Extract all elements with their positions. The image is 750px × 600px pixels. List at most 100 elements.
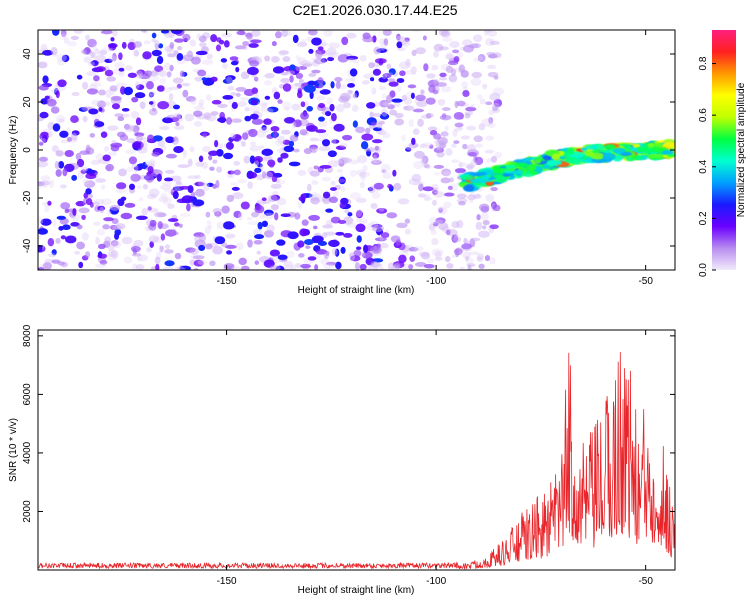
- heatmap-cell: [289, 75, 294, 83]
- heatmap-cell: [208, 150, 220, 156]
- heatmap-cell: [470, 159, 477, 167]
- heatmap-cell: [430, 229, 437, 236]
- heatmap-cell: [485, 194, 495, 202]
- heatmap-cell: [264, 171, 273, 180]
- heatmap-cell: [292, 121, 297, 129]
- heatmap-cell: [441, 85, 452, 93]
- heatmap-cell: [231, 186, 240, 191]
- heatmap-cell: [325, 208, 334, 213]
- heatmap-cell: [344, 209, 350, 214]
- heatmap-cell: [435, 82, 447, 87]
- heatmap-cell: [179, 213, 191, 217]
- heatmap-cell: [343, 101, 351, 109]
- heatmap-cells: [38, 30, 675, 270]
- heatmap-cell: [408, 119, 414, 128]
- heatmap-cell: [306, 183, 312, 192]
- heatmap-cell: [86, 70, 97, 77]
- heatmap-cell: [384, 72, 394, 78]
- heatmap-cell: [215, 44, 222, 52]
- heatmap-cell: [456, 220, 464, 229]
- heatmap-cell: [103, 145, 110, 152]
- heatmap-cell: [42, 261, 52, 270]
- heatmap-cell: [346, 32, 357, 39]
- heatmap-cell: [212, 159, 218, 164]
- heatmap-cell: [423, 63, 429, 72]
- heatmap-cell: [380, 42, 386, 51]
- heatmap-cell: [201, 161, 209, 169]
- heatmap-cell: [130, 111, 140, 119]
- heatmap-cell: [199, 42, 207, 47]
- heatmap-cell: [490, 187, 498, 192]
- heatmap-cell: [340, 246, 346, 254]
- heatmap-cell: [355, 210, 364, 219]
- heatmap-cell: [311, 69, 321, 74]
- heatmap-cell: [270, 183, 282, 189]
- y-tick-label: 8000: [22, 324, 33, 347]
- heatmap-cell: [359, 263, 367, 270]
- heatmap-cell: [429, 144, 434, 149]
- heatmap-cell: [303, 238, 314, 246]
- heatmap-cell: [92, 201, 100, 206]
- heatmap-cell: [315, 129, 327, 134]
- heatmap-cell: [347, 212, 353, 217]
- heatmap-cell: [315, 50, 323, 59]
- heatmap-cell: [462, 89, 470, 97]
- heatmap-cell: [283, 264, 294, 270]
- heatmap-cell: [205, 211, 211, 218]
- heatmap-cell: [170, 175, 182, 182]
- heatmap-cell: [476, 256, 484, 262]
- heatmap-cell: [403, 105, 415, 111]
- heatmap-cell: [271, 41, 277, 47]
- signal-cell: [652, 146, 667, 152]
- heatmap-cell: [128, 183, 136, 190]
- heatmap-cell: [42, 49, 54, 56]
- heatmap-cell: [274, 212, 279, 221]
- heatmap-cell: [173, 145, 184, 154]
- heatmap-cell: [386, 212, 398, 219]
- heatmap-cell: [107, 250, 117, 258]
- heatmap-cell: [436, 151, 445, 158]
- spectrogram-x-label: Height of straight line (km): [298, 285, 415, 296]
- heatmap-cell: [57, 118, 65, 123]
- heatmap-cell: [327, 160, 340, 168]
- heatmap-cell: [371, 87, 377, 95]
- heatmap-cell: [76, 241, 86, 250]
- heatmap-cell: [288, 161, 301, 167]
- heatmap-cell: [182, 89, 189, 98]
- heatmap-cell: [240, 71, 250, 80]
- heatmap-cell: [87, 193, 94, 199]
- heatmap-cell: [259, 212, 265, 220]
- heatmap-cell: [244, 107, 250, 112]
- heatmap-cell: [477, 230, 490, 238]
- heatmap-cell: [242, 41, 249, 47]
- heatmap-cell: [139, 101, 146, 110]
- heatmap-cell: [330, 81, 335, 89]
- heatmap-cell: [484, 149, 495, 154]
- heatmap-cell: [248, 43, 259, 48]
- heatmap-cell: [38, 182, 42, 190]
- heatmap-cell: [148, 235, 160, 243]
- heatmap-cell: [471, 71, 483, 79]
- heatmap-cell: [162, 181, 173, 186]
- heatmap-cell: [131, 263, 139, 270]
- heatmap-cell: [230, 118, 242, 123]
- heatmap-cell: [75, 152, 82, 161]
- heatmap-cell: [146, 81, 154, 90]
- heatmap-cell: [462, 251, 472, 259]
- heatmap-cell: [492, 204, 501, 212]
- heatmap-cell: [422, 193, 431, 198]
- heatmap-cell: [238, 212, 243, 221]
- heatmap-cell: [287, 231, 299, 240]
- heatmap-cell: [341, 134, 353, 141]
- heatmap-cell: [142, 51, 152, 60]
- heatmap-cell: [351, 75, 356, 84]
- heatmap-cell: [404, 37, 410, 42]
- heatmap-cell: [372, 154, 378, 164]
- heatmap-cell: [226, 194, 235, 203]
- x-tick-label: -100: [426, 276, 446, 287]
- heatmap-cell: [186, 50, 193, 58]
- heatmap-cell: [328, 239, 340, 248]
- y-tick-label: 6000: [22, 383, 33, 406]
- heatmap-cell: [280, 78, 291, 84]
- heatmap-cell: [85, 34, 90, 41]
